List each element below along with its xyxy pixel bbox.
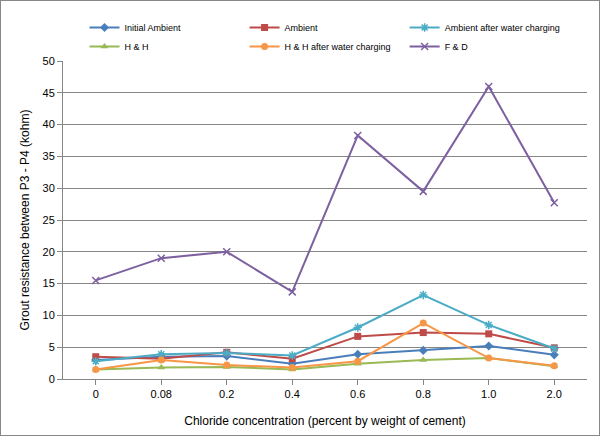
svg-text:0.08: 0.08: [151, 388, 172, 400]
svg-text:30: 30: [43, 182, 55, 194]
svg-text:40: 40: [43, 118, 55, 130]
svg-text:10: 10: [43, 309, 55, 321]
svg-text:0.6: 0.6: [350, 388, 365, 400]
svg-text:Ambient: Ambient: [285, 23, 319, 33]
svg-text:Ambient after water charging: Ambient after water charging: [445, 23, 560, 33]
svg-text:F & D: F & D: [445, 42, 469, 52]
svg-text:0.2: 0.2: [219, 388, 234, 400]
svg-text:15: 15: [43, 277, 55, 289]
svg-text:0.4: 0.4: [285, 388, 300, 400]
svg-text:0.8: 0.8: [416, 388, 431, 400]
svg-text:50: 50: [43, 55, 55, 67]
svg-text:20: 20: [43, 246, 55, 258]
svg-text:0: 0: [93, 388, 99, 400]
svg-text:2.0: 2.0: [547, 388, 562, 400]
svg-text:Initial Ambient: Initial Ambient: [125, 23, 182, 33]
svg-text:45: 45: [43, 87, 55, 99]
svg-text:25: 25: [43, 214, 55, 226]
svg-text:Chloride concentration (percen: Chloride concentration (percent by weigh…: [184, 414, 465, 428]
svg-text:0: 0: [49, 373, 55, 385]
svg-text:1.0: 1.0: [481, 388, 496, 400]
svg-text:35: 35: [43, 150, 55, 162]
svg-text:5: 5: [49, 341, 55, 353]
svg-text:H & H after water charging: H & H after water charging: [285, 42, 391, 52]
svg-text:Grout resistance between P3 -: Grout resistance between P3 - P4 (kohm): [18, 110, 32, 331]
svg-text:H & H: H & H: [125, 42, 149, 52]
